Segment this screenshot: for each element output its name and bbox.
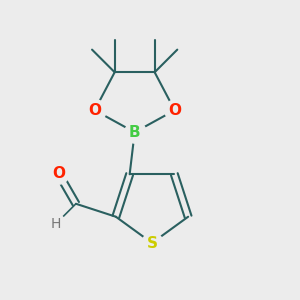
Text: B: B: [129, 125, 140, 140]
Text: O: O: [88, 103, 101, 118]
Text: S: S: [146, 236, 158, 250]
Text: O: O: [52, 166, 65, 181]
Text: H: H: [51, 217, 61, 231]
Text: O: O: [168, 103, 181, 118]
